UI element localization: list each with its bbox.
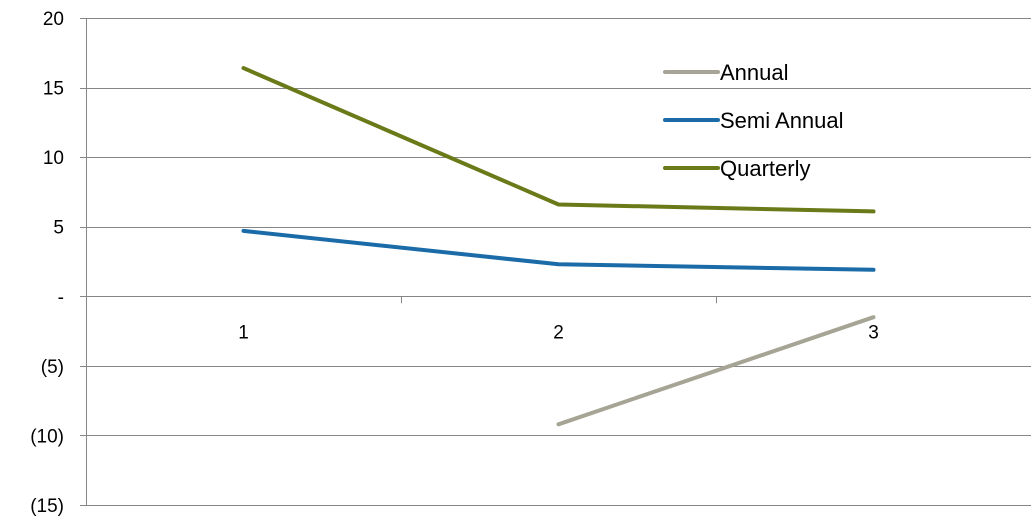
y-tick-label: (15) bbox=[30, 496, 64, 517]
x-tick-label: 2 bbox=[553, 322, 564, 343]
y-tick-label: (10) bbox=[30, 426, 64, 447]
x-axis-ticks: 1 2 3 bbox=[238, 322, 879, 343]
legend-label: Annual bbox=[720, 60, 789, 85]
series-line-quarterly bbox=[241, 66, 876, 214]
y-tick-label: - bbox=[58, 287, 64, 308]
x-tick-label: 1 bbox=[238, 322, 249, 343]
y-axis-ticks: 20 15 10 5 - (5) (10) (15) bbox=[30, 9, 64, 517]
y-tick-label: 15 bbox=[43, 79, 64, 100]
axes bbox=[86, 18, 717, 505]
x-tick-label: 3 bbox=[868, 322, 879, 343]
gridlines bbox=[80, 18, 1031, 506]
series-line-semi-annual bbox=[241, 228, 876, 272]
legend: Annual Semi Annual Quarterly bbox=[663, 60, 844, 181]
legend-label: Quarterly bbox=[720, 156, 810, 181]
y-tick-label: 20 bbox=[43, 9, 64, 30]
series-lines bbox=[241, 66, 876, 427]
legend-label: Semi Annual bbox=[720, 108, 844, 133]
y-tick-label: 10 bbox=[43, 148, 64, 169]
y-tick-label: 5 bbox=[53, 218, 64, 239]
series-line-annual bbox=[556, 315, 876, 427]
y-tick-label: (5) bbox=[41, 357, 64, 378]
